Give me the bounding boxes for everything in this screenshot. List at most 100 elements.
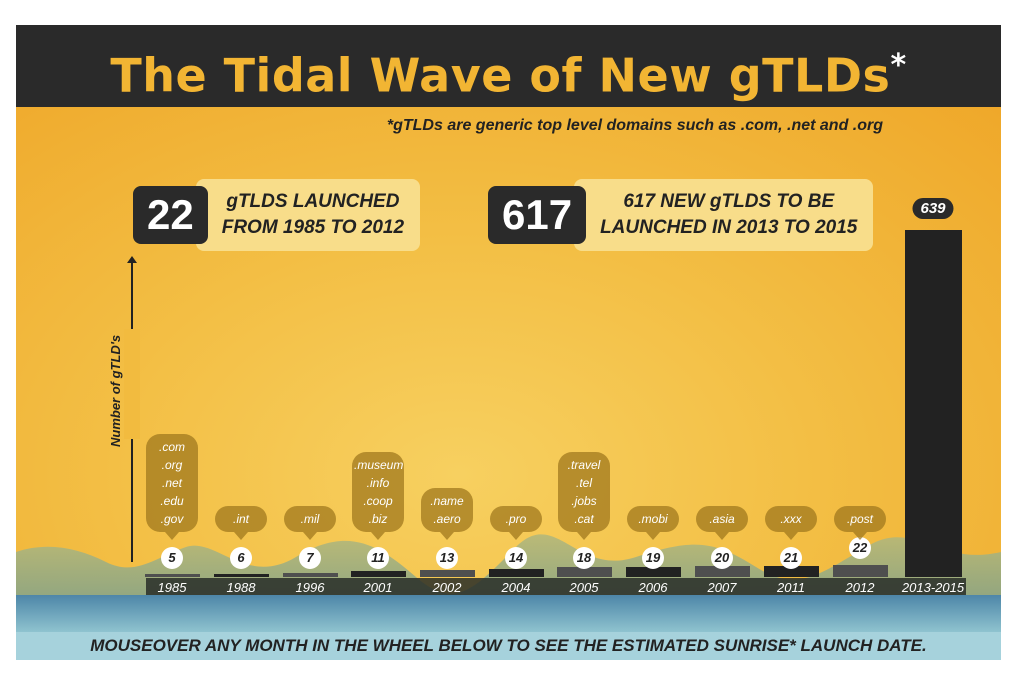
domain-label: .pro [505, 512, 527, 526]
domain-label: .mobi [638, 512, 668, 526]
domains-bubble: .mil [284, 506, 336, 540]
x-tick-label: 1996 [295, 580, 325, 595]
bar-column[interactable]: 1985 5 .com .org .net .edu .gov [132, 107, 212, 632]
bar[interactable] [904, 230, 962, 577]
domains-bubble: .com .org .net .edu .gov [146, 434, 198, 540]
stat-text: gTLDS LAUNCHED FROM 1985 TO 2012 [195, 179, 421, 251]
domain-label: .xxx [780, 512, 802, 526]
bar[interactable] [763, 565, 819, 577]
data-label: 22 [849, 537, 871, 559]
domain-label: .net [161, 476, 182, 490]
domain-label: .com [158, 440, 185, 454]
bar[interactable] [694, 566, 750, 577]
stat-line: LAUNCHED IN 2013 TO 2015 [600, 217, 858, 238]
x-tick-label: 2007 [707, 580, 737, 595]
domain-label: .coop [363, 494, 393, 508]
chart-panel: *gTLDs are generic top level domains suc… [16, 107, 1001, 632]
domain-label: .info [366, 476, 390, 490]
domain-label: .edu [160, 494, 184, 508]
bar-column[interactable]: 2002 13 .name .aero [407, 107, 487, 632]
bar[interactable] [488, 569, 544, 577]
x-tick-label: 2002 [432, 580, 462, 595]
water-decoration [16, 595, 1001, 632]
y-label-backdrop [124, 329, 140, 439]
x-tick-label: 2006 [638, 580, 668, 595]
stat-new: 617 617 NEW gTLDS TO BE LAUNCHED IN 2013 … [488, 179, 874, 251]
x-tick-label: 2001 [363, 580, 393, 595]
bar-column[interactable]: 2007 20 .asia [682, 107, 762, 632]
domain-label: .jobs [571, 494, 597, 508]
bar[interactable] [282, 573, 338, 577]
bar-column[interactable]: 1988 6 .int [201, 107, 281, 632]
data-label: 18 [573, 547, 595, 569]
domain-label: .org [161, 458, 183, 472]
stat-line: 617 NEW gTLDS TO BE [623, 191, 835, 212]
domain-label: .aero [433, 512, 461, 526]
stat-launched: 22 gTLDS LAUNCHED FROM 1985 TO 2012 [133, 179, 421, 251]
domains-bubble: .post [834, 506, 886, 540]
domain-label: .museum [354, 458, 404, 472]
domain-label: .biz [368, 512, 388, 526]
page-title: The Tidal Wave of New gTLDs* [16, 25, 1001, 116]
data-label: 11 [367, 547, 389, 569]
data-label: 14 [505, 547, 527, 569]
bar[interactable] [144, 574, 200, 577]
bar[interactable] [419, 569, 475, 577]
bar[interactable] [625, 566, 681, 577]
footer-banner: MOUSEOVER ANY MONTH IN THE WHEEL BELOW T… [16, 632, 1001, 660]
x-tick-label: 2011 [777, 580, 805, 595]
domains-bubble: .travel .tel .jobs .cat [558, 452, 610, 540]
domain-label: .cat [574, 512, 594, 526]
stat-text: 617 NEW gTLDS TO BE LAUNCHED IN 2013 TO 2… [574, 179, 874, 251]
domain-label: .travel [567, 458, 601, 472]
data-label: 6 [230, 547, 252, 569]
domains-bubble: .mobi [627, 506, 679, 540]
x-tick-label: 2013-2015 [901, 580, 965, 595]
x-tick-label: 2004 [501, 580, 531, 595]
bar[interactable] [832, 565, 888, 577]
x-tick-label: 1985 [157, 580, 187, 595]
data-label: 21 [780, 547, 802, 569]
data-label: 13 [436, 547, 458, 569]
domain-label: .mil [300, 512, 320, 526]
bar-column[interactable]: 2013-2015 639 [893, 107, 973, 632]
domain-label: .name [430, 494, 464, 508]
domains-bubble: .xxx [765, 506, 817, 540]
domains-bubble: .pro [490, 506, 542, 540]
header: The Tidal Wave of New gTLDs* [16, 25, 1001, 107]
bar-column[interactable]: 2006 19 .mobi [613, 107, 693, 632]
stat-number: 617 [488, 186, 587, 244]
data-label: 7 [299, 547, 321, 569]
domain-label: .post [846, 512, 873, 526]
domains-bubble: .int [215, 506, 267, 540]
bar[interactable] [213, 573, 269, 577]
x-tick-label: 2005 [569, 580, 599, 595]
bar-column[interactable]: 2001 11 .museum .info .coop .biz [338, 107, 418, 632]
bar[interactable] [556, 567, 612, 577]
y-axis-label: Number of gTLD's [108, 334, 123, 447]
domain-label: .tel [575, 476, 592, 490]
x-axis-strip [146, 578, 966, 598]
subtitle: *gTLDs are generic top level domains suc… [386, 117, 883, 134]
domain-label: .asia [709, 512, 735, 526]
domain-label: .gov [160, 512, 184, 526]
bar-column[interactable]: 2004 14 .pro [476, 107, 556, 632]
data-label: 5 [161, 547, 183, 569]
title-asterisk: * [890, 48, 907, 83]
bar-column[interactable]: 2005 18 .travel .tel .jobs .cat [544, 107, 624, 632]
title-text: The Tidal Wave of New gTLDs [110, 48, 891, 103]
data-label: 639 [912, 198, 954, 219]
stat-number: 22 [133, 186, 208, 244]
bar-column[interactable]: 1996 7 .mil [270, 107, 350, 632]
domain-label: .int [232, 512, 249, 526]
bar-column[interactable]: 2011 21 .xxx [751, 107, 831, 632]
domains-bubble: .museum .info .coop .biz [352, 452, 404, 540]
bar[interactable] [350, 571, 406, 577]
bar-column[interactable]: 2012 22 .post [820, 107, 900, 632]
domains-bubble: .asia [696, 506, 748, 540]
stat-line: gTLDS LAUNCHED [226, 191, 400, 212]
stat-line: FROM 1985 TO 2012 [221, 217, 405, 238]
domains-bubble: .name .aero [421, 488, 473, 540]
data-label: 20 [711, 547, 733, 569]
x-tick-label: 1988 [226, 580, 256, 595]
